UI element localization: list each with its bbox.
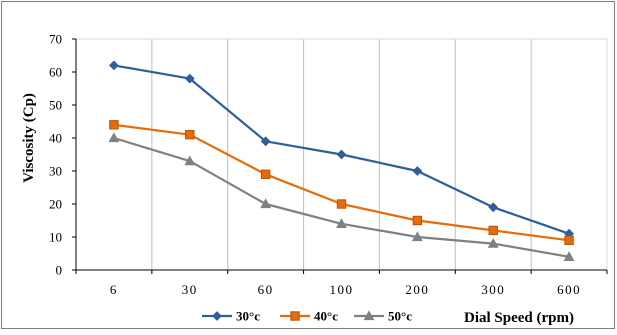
data-point (109, 120, 119, 130)
data-point (260, 169, 271, 180)
data-point (336, 199, 347, 209)
data-point (564, 235, 574, 246)
data-point (563, 251, 575, 261)
series-square (109, 120, 574, 246)
y-tick-label: 70 (49, 32, 62, 47)
data-point (487, 237, 499, 248)
legend-marker (290, 311, 300, 321)
y-tick-label: 40 (49, 131, 62, 146)
y-axis-label: Viscosity (Cp) (21, 93, 37, 183)
series-group (108, 60, 575, 261)
grid-lines (151, 39, 532, 270)
legend-label: 30°c (236, 309, 260, 324)
data-point (336, 149, 347, 160)
x-tick-label: 30 (182, 282, 198, 297)
data-point (488, 202, 499, 213)
data-point (488, 225, 498, 236)
data-point (184, 155, 196, 166)
data-point (336, 218, 347, 228)
data-point (412, 215, 423, 226)
y-tick-label: 10 (49, 230, 62, 245)
data-point (184, 73, 195, 84)
x-tick-label: 300 (481, 282, 505, 297)
x-tick-label: 200 (405, 282, 429, 297)
legend-label: 50°c (388, 309, 412, 324)
y-tick-label: 20 (49, 197, 62, 212)
y-tick-label: 50 (49, 98, 62, 113)
series-triangle (108, 132, 575, 261)
data-point (411, 231, 423, 242)
x-axis-ticks: 6 30 60 100 200 300 600 (75, 270, 608, 297)
legend-item: 40°c (280, 309, 338, 324)
legend-item: 50°c (354, 309, 412, 324)
data-point (108, 132, 120, 143)
data-point (185, 130, 195, 140)
data-point (109, 60, 119, 71)
data-point (260, 198, 272, 209)
y-axis-ticks: 0 10 20 30 40 50 60 70 (49, 32, 76, 278)
data-point (412, 166, 423, 176)
chart-frame: 0 10 20 30 40 50 60 70 6 30 60 100 200 300 600 Viscos… (1, 1, 615, 329)
data-point (260, 136, 271, 147)
y-tick-label: 30 (49, 164, 62, 179)
x-tick-label: 100 (330, 282, 354, 297)
x-tick-label: 600 (557, 282, 581, 297)
x-axis-label: Dial Speed (rpm) (464, 310, 574, 326)
x-tick-label: 60 (258, 282, 274, 297)
x-tick-label: 6 (110, 282, 118, 297)
viscosity-chart: 0 10 20 30 40 50 60 70 6 30 60 100 200 300 600 Viscos… (21, 32, 608, 326)
legend-label: 40°c (314, 309, 338, 324)
legend: 30°c 40°c 50°c (202, 309, 412, 324)
legend-marker (363, 310, 375, 321)
y-tick-label: 0 (56, 263, 63, 278)
series-diamond (109, 60, 574, 239)
legend-item: 30°c (202, 309, 260, 324)
y-tick-label: 60 (49, 65, 62, 80)
axes (75, 38, 608, 271)
legend-marker (212, 311, 222, 321)
